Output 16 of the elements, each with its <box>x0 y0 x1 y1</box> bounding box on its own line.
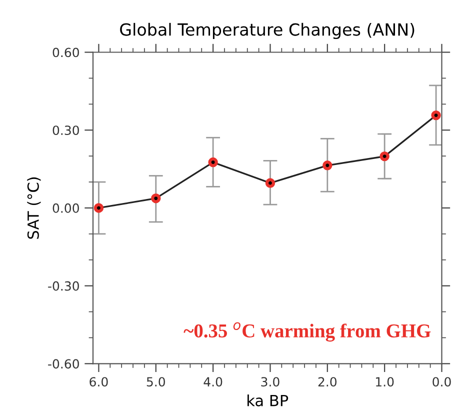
y-tick-label: 0.00 <box>52 203 79 213</box>
annotation: ~0.35 $^{o}$C warming from GHG <box>184 322 431 342</box>
y-tick-label: 0.30 <box>52 126 79 136</box>
x-tick-label: 5.0 <box>146 377 165 387</box>
y-axis-title: SAT (°C) <box>27 177 41 239</box>
x-tick-label: 3.0 <box>261 377 280 387</box>
x-tick-label: 0.0 <box>432 377 451 387</box>
y-tick-label: -0.30 <box>48 281 79 291</box>
chart-title: Global Temperature Changes (ANN) <box>120 22 414 40</box>
x-tick-label: 4.0 <box>204 377 222 387</box>
x-axis-title: ka BP <box>248 394 288 406</box>
x-tick-label: 6.0 <box>90 377 108 387</box>
y-tick-label: -0.60 <box>48 359 79 369</box>
y-tick-label: 0.60 <box>52 48 79 58</box>
x-tick-label: 1.0 <box>376 377 394 387</box>
x-tick-label: 2.0 <box>318 377 337 387</box>
